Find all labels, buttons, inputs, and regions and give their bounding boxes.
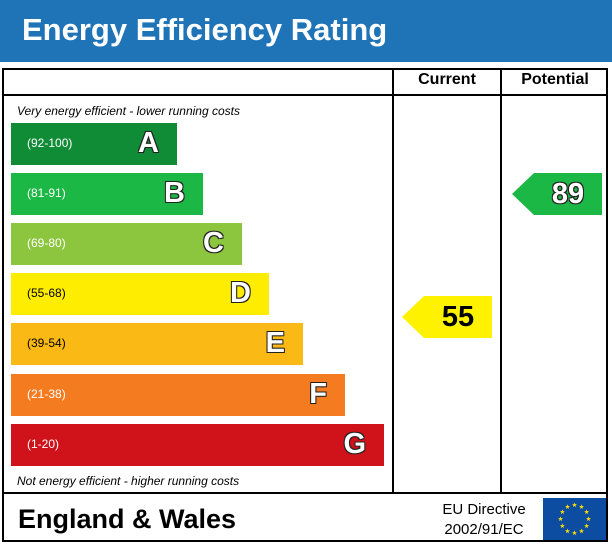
potential-rating-pointer-value: 89 — [551, 177, 585, 210]
rating-bar-f: (21-38) F — [11, 374, 345, 416]
eu-flag-star — [579, 504, 584, 509]
rating-letter: B — [164, 177, 185, 209]
rating-letter: F — [309, 378, 327, 410]
region-label: England & Wales — [18, 504, 237, 534]
divider-potential — [500, 68, 502, 494]
rating-bar-d: (55-68) D — [11, 273, 269, 315]
rating-bar-g: (1-20) G — [11, 424, 384, 466]
note-efficient: Very energy efficient - lower running co… — [17, 104, 240, 118]
header-bar: Energy Efficiency Rating — [0, 0, 612, 62]
eu-flag-star — [572, 502, 577, 508]
eu-flag-star — [579, 528, 584, 534]
divider-current — [392, 68, 394, 494]
rating-letter: G — [343, 428, 366, 460]
rating-range-label: (55-68) — [27, 286, 66, 300]
eu-directive-line1: EU Directive — [442, 501, 526, 518]
eu-flag-star — [565, 528, 570, 534]
header-row-line — [2, 94, 608, 96]
column-current-label: Current — [418, 71, 476, 88]
column-potential-label: Potential — [521, 71, 589, 88]
rating-bar-c: (69-80) C — [11, 223, 242, 265]
rating-bar-a: (92-100) A — [11, 123, 177, 165]
eu-flag-star — [559, 523, 565, 529]
rating-range-label: (1-20) — [27, 437, 60, 451]
rating-bar-b: (81-91) B — [11, 173, 203, 215]
current-rating-pointer-value: 55 — [441, 300, 475, 333]
current-rating-pointer-shape — [402, 296, 492, 338]
rating-bar-e: (39-54) E — [11, 323, 303, 365]
rating-range-label: (39-54) — [27, 336, 66, 350]
note-inefficient: Not energy efficient - higher running co… — [17, 474, 240, 488]
potential-rating-pointer-shape — [512, 173, 602, 215]
eu-flag-star — [572, 530, 577, 536]
footer-row-line — [2, 492, 608, 494]
page-title: Energy Efficiency Rating — [22, 12, 388, 47]
rating-range-label: (92-100) — [27, 136, 73, 150]
eu-flag-star — [586, 516, 591, 522]
rating-letter: D — [230, 277, 251, 309]
rating-frame — [2, 68, 608, 542]
eu-flag-star — [558, 516, 563, 522]
current-rating-pointer: 55 — [402, 296, 492, 338]
eu-directive-line2: 2002/91/EC — [444, 521, 524, 538]
rating-range-label: (69-80) — [27, 236, 66, 250]
rating-range-label: (81-91) — [27, 186, 66, 200]
eu-flag-icon — [543, 498, 606, 540]
potential-rating-pointer: 89 — [512, 173, 602, 215]
rating-range-label: (21-38) — [27, 387, 66, 401]
eu-flag-star — [584, 523, 590, 529]
eu-flag-star — [584, 509, 590, 515]
rating-letter: A — [138, 127, 159, 159]
eu-directive: EU Directive 2002/91/EC — [428, 500, 540, 540]
eu-flag-star — [559, 509, 565, 515]
rating-letter: C — [203, 227, 224, 259]
eu-flag-star — [565, 504, 570, 509]
rating-letter: E — [265, 327, 285, 359]
